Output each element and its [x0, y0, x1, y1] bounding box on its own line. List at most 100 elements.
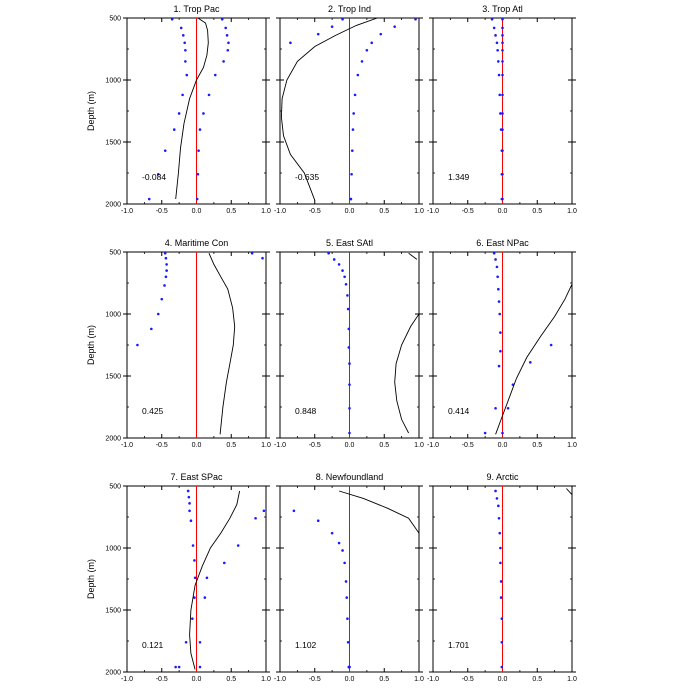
data-point [496, 48, 499, 52]
x-tick-label: -1.0 [274, 676, 286, 683]
data-point [177, 665, 181, 669]
y-axis-label: Depth (m) [86, 559, 96, 599]
data-point [353, 93, 357, 97]
data-point [203, 596, 207, 599]
x-tick-label: 0.0 [498, 442, 508, 449]
data-point [172, 128, 176, 131]
x-tick-label: 0.5 [226, 208, 236, 215]
panel-6: 6. East NPac -1.0 -0.5 0.0 0.5 1.0 0.414 [427, 238, 577, 449]
data-point [198, 128, 202, 131]
panel-5: 5. East SAtl -1.0 -0.5 0.0 0.5 1.0 0.848 [274, 238, 424, 449]
data-point [179, 26, 183, 30]
data-point [316, 519, 320, 523]
data-point [337, 541, 341, 545]
panel-title: 1. Trop Pac [173, 4, 220, 14]
data-point [337, 263, 341, 266]
profile-curve [566, 488, 572, 496]
x-tick-label: -1.0 [274, 442, 286, 449]
profile-curve [208, 253, 236, 435]
data-point [499, 331, 502, 334]
data-point [494, 489, 497, 493]
data-point [213, 73, 217, 77]
x-tick-label: 0.5 [379, 442, 389, 449]
data-point [345, 596, 349, 599]
data-point [497, 300, 501, 303]
correlation-value: 1.102 [295, 640, 317, 650]
x-tick-label: 0.5 [226, 442, 236, 449]
correlation-value: 0.121 [142, 640, 164, 650]
panel-9: 9. Arctic -1.0 -0.5 0.0 0.5 1.0 1.701 [427, 472, 577, 683]
data-point [499, 561, 502, 565]
data-point [490, 18, 494, 21]
data-point [501, 93, 504, 97]
profile-curve [338, 490, 419, 534]
data-point [332, 258, 336, 261]
data-point [202, 112, 205, 115]
data-point [497, 364, 501, 368]
x-tick-label: 1.0 [414, 208, 424, 215]
data-point [198, 665, 202, 669]
data-point [393, 25, 396, 28]
correlation-value: -0.084 [142, 172, 166, 182]
x-tick-label: 1.0 [567, 676, 577, 683]
data-point [227, 41, 230, 45]
data-point [261, 256, 264, 260]
data-point [494, 258, 497, 261]
x-tick-label: 0.0 [345, 208, 355, 215]
data-point [501, 41, 504, 45]
data-point [499, 580, 503, 583]
data-point [549, 343, 553, 347]
x-tick-label: 0.0 [192, 676, 202, 683]
plot-area [174, 486, 266, 672]
x-tick-label: 1.0 [261, 208, 271, 215]
data-point [501, 172, 504, 176]
panel-title: 6. East NPac [476, 238, 529, 248]
data-point [499, 349, 502, 353]
x-tick-label: 1.0 [567, 208, 577, 215]
data-point [494, 34, 497, 37]
data-point [497, 287, 500, 291]
data-point [501, 431, 504, 435]
plot-area [490, 18, 504, 204]
data-point [185, 73, 189, 77]
data-point [501, 26, 504, 30]
data-point [499, 546, 502, 550]
data-point [225, 34, 229, 37]
y-tick-label: 1000 [105, 546, 121, 553]
data-point [327, 252, 330, 255]
y-tick-label: 1500 [105, 140, 121, 147]
data-point [346, 617, 349, 620]
data-point [497, 504, 500, 508]
y-tick-label: 2000 [105, 202, 121, 209]
data-point [193, 576, 197, 580]
data-point [492, 252, 496, 255]
data-point [501, 73, 504, 77]
data-point [222, 60, 225, 63]
data-point [341, 18, 344, 21]
x-tick-label: -1.0 [274, 208, 286, 215]
x-tick-label: 0.0 [498, 208, 508, 215]
y-tick-label: 2000 [105, 436, 121, 443]
data-point [191, 617, 194, 620]
data-point [344, 580, 348, 583]
correlation-value: 0.848 [295, 406, 317, 416]
data-point [164, 275, 168, 279]
x-tick-label: -0.5 [462, 442, 474, 449]
panel-1: 1. Trop Pac 500 1000 1500 2000-1.0 -0.5 0.0 0.5… [86, 4, 271, 215]
data-point [351, 128, 355, 131]
data-point [147, 197, 151, 201]
data-point [343, 561, 346, 565]
data-point [224, 26, 227, 30]
x-tick-label: -1.0 [427, 442, 439, 449]
profile-curve [408, 252, 418, 260]
data-point [496, 275, 499, 279]
plot-area [483, 252, 572, 438]
x-tick-label: -0.5 [462, 208, 474, 215]
x-tick-label: 0.5 [226, 676, 236, 683]
data-point [352, 112, 355, 115]
x-tick-label: -0.5 [309, 676, 321, 683]
y-axis-label: Depth (m) [86, 325, 96, 365]
data-point [207, 93, 211, 97]
data-point [346, 294, 349, 297]
